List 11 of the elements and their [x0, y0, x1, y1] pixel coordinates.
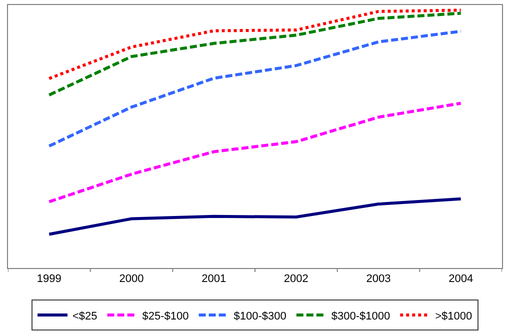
x-tick-label: 2003 [366, 273, 391, 286]
legend-label: $100-$300 [234, 310, 286, 322]
x-tick-label: 2000 [119, 273, 144, 286]
x-tick-label: 1999 [36, 273, 62, 286]
legend-label: >$1000 [435, 310, 472, 322]
legend-label: $300-$1000 [331, 310, 390, 322]
legend-label: <$25 [72, 310, 98, 322]
x-tick-label: 2004 [448, 273, 474, 286]
legend-label: $25-$100 [142, 310, 189, 322]
x-tick-label: 2001 [202, 273, 226, 286]
x-tick-label: 2002 [284, 273, 308, 286]
